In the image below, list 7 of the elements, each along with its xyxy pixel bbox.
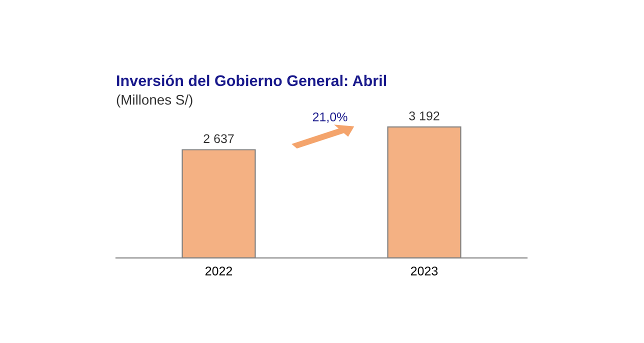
chart-subtitle: (Millones S/) bbox=[116, 94, 192, 108]
text: 21,0% bbox=[312, 112, 348, 123]
x-tick-label: 2022 bbox=[205, 266, 232, 276]
x-tick-label: 2023 bbox=[410, 266, 438, 276]
data-label: 2 637 bbox=[204, 134, 234, 144]
chart-title: Inversión del Gobierno General: Abril bbox=[117, 74, 386, 86]
data-label: 3 192 bbox=[409, 111, 440, 120]
